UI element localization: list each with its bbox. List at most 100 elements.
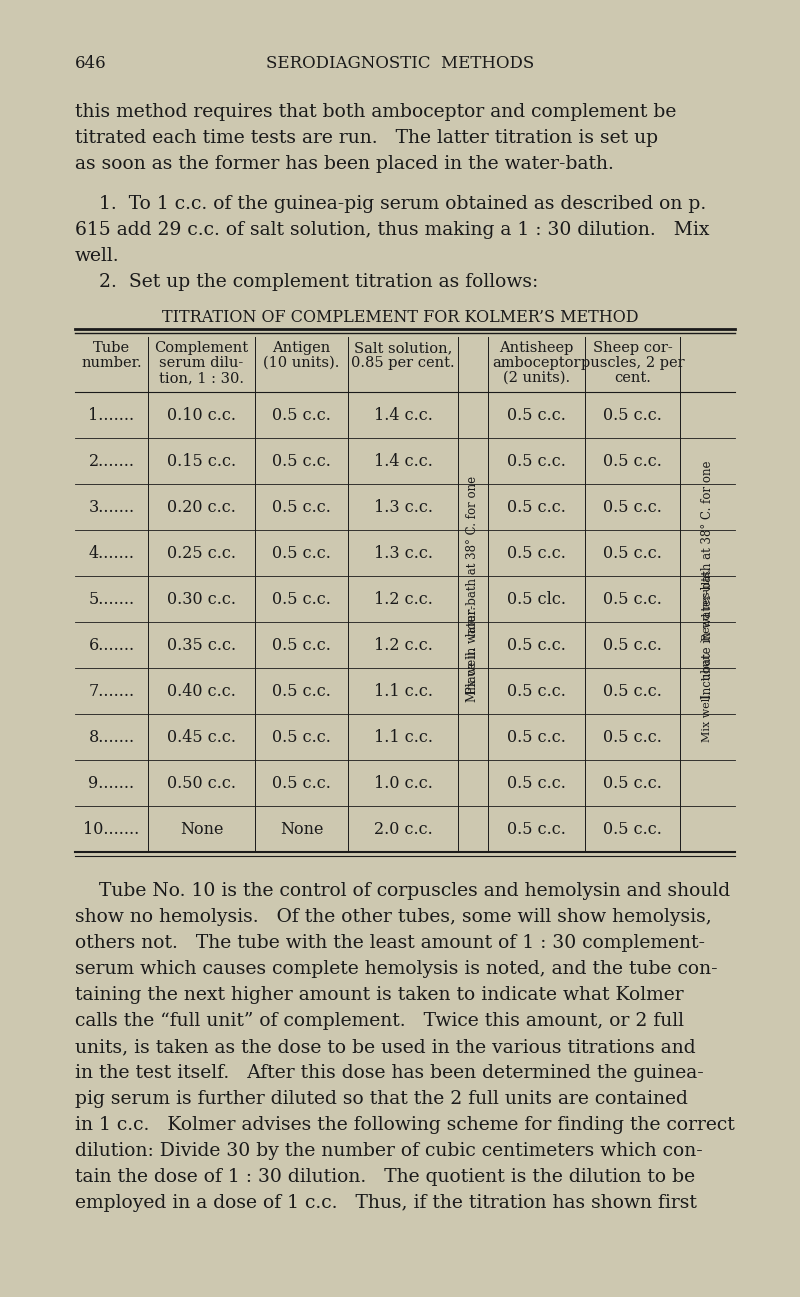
Text: puscles, 2 per: puscles, 2 per — [581, 355, 684, 370]
Text: Antigen: Antigen — [272, 341, 330, 355]
Text: 0.45 c.c.: 0.45 c.c. — [167, 729, 236, 746]
Text: 0.30 c.c.: 0.30 c.c. — [167, 590, 236, 607]
Text: in 1 c.c.   Kolmer advises the following scheme for finding the correct: in 1 c.c. Kolmer advises the following s… — [75, 1115, 734, 1134]
Text: Incubate in water-bath at 38° C. for one: Incubate in water-bath at 38° C. for one — [701, 460, 714, 699]
Text: serum dilu-: serum dilu- — [159, 355, 244, 370]
Text: 0.5 c.c.: 0.5 c.c. — [507, 453, 566, 470]
Text: 0.5 c.c.: 0.5 c.c. — [603, 682, 662, 699]
Text: 2.......: 2....... — [89, 453, 134, 470]
Text: 0.40 c.c.: 0.40 c.c. — [167, 682, 236, 699]
Text: 0.5 c.c.: 0.5 c.c. — [272, 545, 331, 562]
Text: TITRATION OF COMPLEMENT FOR KOLMER’S METHOD: TITRATION OF COMPLEMENT FOR KOLMER’S MET… — [162, 309, 638, 326]
Text: tain the dose of 1 : 30 dilution.   The quotient is the dilution to be: tain the dose of 1 : 30 dilution. The qu… — [75, 1169, 695, 1185]
Text: Sheep cor-: Sheep cor- — [593, 341, 672, 355]
Text: 0.5 c.c.: 0.5 c.c. — [507, 637, 566, 654]
Text: 0.5 c.c.: 0.5 c.c. — [603, 590, 662, 607]
Text: 1.1 c.c.: 1.1 c.c. — [374, 729, 433, 746]
Text: 0.5 c.c.: 0.5 c.c. — [507, 545, 566, 562]
Text: 0.5 c.c.: 0.5 c.c. — [272, 406, 331, 424]
Text: (2 units).: (2 units). — [503, 371, 570, 385]
Text: 0.5 c.c.: 0.5 c.c. — [272, 637, 331, 654]
Text: 1.4 c.c.: 1.4 c.c. — [374, 453, 433, 470]
Text: Mix well.   hour.: Mix well. hour. — [466, 607, 479, 703]
Text: 0.85 per cent.: 0.85 per cent. — [351, 355, 455, 370]
Text: number.: number. — [81, 355, 142, 370]
Text: amboceptor: amboceptor — [492, 355, 581, 370]
Text: 0.5 clc.: 0.5 clc. — [507, 590, 566, 607]
Text: 0.5 c.c.: 0.5 c.c. — [507, 729, 566, 746]
Text: others not.   The tube with the least amount of 1 : 30 complement-: others not. The tube with the least amou… — [75, 934, 705, 952]
Text: titrated each time tests are run.   The latter titration is set up: titrated each time tests are run. The la… — [75, 128, 658, 147]
Text: show no hemolysis.   Of the other tubes, some will show hemolysis,: show no hemolysis. Of the other tubes, s… — [75, 908, 712, 926]
Text: 0.5 c.c.: 0.5 c.c. — [603, 406, 662, 424]
Text: 0.5 c.c.: 0.5 c.c. — [603, 498, 662, 515]
Text: None: None — [180, 821, 223, 838]
Text: None: None — [280, 821, 323, 838]
Text: 0.5 c.c.: 0.5 c.c. — [507, 498, 566, 515]
Text: pig serum is further diluted so that the 2 full units are contained: pig serum is further diluted so that the… — [75, 1089, 688, 1108]
Text: units, is taken as the dose to be used in the various titrations and: units, is taken as the dose to be used i… — [75, 1038, 696, 1056]
Text: Antisheep: Antisheep — [499, 341, 574, 355]
Text: 0.50 c.c.: 0.50 c.c. — [167, 774, 236, 791]
Text: 0.35 c.c.: 0.35 c.c. — [167, 637, 236, 654]
Text: 0.5 c.c.: 0.5 c.c. — [603, 545, 662, 562]
Text: as soon as the former has been placed in the water-bath.: as soon as the former has been placed in… — [75, 156, 614, 173]
Text: cent.: cent. — [614, 371, 651, 385]
Text: 10.......: 10....... — [83, 821, 140, 838]
Text: 0.20 c.c.: 0.20 c.c. — [167, 498, 236, 515]
Text: 0.5 c.c.: 0.5 c.c. — [272, 682, 331, 699]
Text: 0.5 c.c.: 0.5 c.c. — [603, 637, 662, 654]
Text: Tube: Tube — [93, 341, 130, 355]
Text: 9.......: 9....... — [89, 774, 134, 791]
Text: serum which causes complete hemolysis is noted, and the tube con-: serum which causes complete hemolysis is… — [75, 960, 718, 978]
Text: 0.5 c.c.: 0.5 c.c. — [272, 774, 331, 791]
Text: 1.2 c.c.: 1.2 c.c. — [374, 590, 433, 607]
Text: 0.5 c.c.: 0.5 c.c. — [272, 453, 331, 470]
Text: 1.2 c.c.: 1.2 c.c. — [374, 637, 433, 654]
Text: 5.......: 5....... — [89, 590, 134, 607]
Text: 8.......: 8....... — [89, 729, 134, 746]
Text: 0.5 c.c.: 0.5 c.c. — [272, 590, 331, 607]
Text: 0.5 c.c.: 0.5 c.c. — [272, 729, 331, 746]
Text: 1.3 c.c.: 1.3 c.c. — [374, 545, 433, 562]
Text: 1.4 c.c.: 1.4 c.c. — [374, 406, 433, 424]
Text: Tube No. 10 is the control of corpuscles and hemolysin and should: Tube No. 10 is the control of corpuscles… — [75, 882, 730, 900]
Text: Mix well.   hour.   Read results.: Mix well. hour. Read results. — [702, 567, 713, 742]
Text: in the test itself.   After this dose has been determined the guinea-: in the test itself. After this dose has … — [75, 1064, 704, 1082]
Text: Salt solution,: Salt solution, — [354, 341, 452, 355]
Text: 2.  Set up the complement titration as follows:: 2. Set up the complement titration as fo… — [75, 272, 538, 291]
Text: 1.1 c.c.: 1.1 c.c. — [374, 682, 433, 699]
Text: 646: 646 — [75, 54, 106, 73]
Text: well.: well. — [75, 246, 120, 265]
Text: 0.5 c.c.: 0.5 c.c. — [603, 453, 662, 470]
Text: 1.......: 1....... — [89, 406, 134, 424]
Text: 0.5 c.c.: 0.5 c.c. — [507, 406, 566, 424]
Text: 0.5 c.c.: 0.5 c.c. — [272, 498, 331, 515]
Text: 0.10 c.c.: 0.10 c.c. — [167, 406, 236, 424]
Text: employed in a dose of 1 c.c.   Thus, if the titration has shown first: employed in a dose of 1 c.c. Thus, if th… — [75, 1195, 697, 1211]
Text: 2.0 c.c.: 2.0 c.c. — [374, 821, 432, 838]
Text: tion, 1 : 30.: tion, 1 : 30. — [159, 371, 244, 385]
Text: Complement: Complement — [154, 341, 249, 355]
Text: dilution: Divide 30 by the number of cubic centimeters which con-: dilution: Divide 30 by the number of cub… — [75, 1141, 702, 1160]
Text: 3.......: 3....... — [89, 498, 134, 515]
Text: 615 add 29 c.c. of salt solution, thus making a 1 : 30 dilution.   Mix: 615 add 29 c.c. of salt solution, thus m… — [75, 220, 710, 239]
Text: 1.  To 1 c.c. of the guinea-pig serum obtained as described on p.: 1. To 1 c.c. of the guinea-pig serum obt… — [75, 195, 706, 213]
Text: Place in water-bath at 38° C. for one: Place in water-bath at 38° C. for one — [466, 476, 479, 694]
Text: taining the next higher amount is taken to indicate what Kolmer: taining the next higher amount is taken … — [75, 986, 684, 1004]
Text: 0.5 c.c.: 0.5 c.c. — [507, 821, 566, 838]
Text: 0.5 c.c.: 0.5 c.c. — [603, 774, 662, 791]
Text: 0.5 c.c.: 0.5 c.c. — [603, 821, 662, 838]
Text: 1.0 c.c.: 1.0 c.c. — [374, 774, 433, 791]
Text: 4.......: 4....... — [89, 545, 134, 562]
Text: 0.5 c.c.: 0.5 c.c. — [507, 682, 566, 699]
Text: (10 units).: (10 units). — [263, 355, 340, 370]
Text: 7.......: 7....... — [89, 682, 134, 699]
Text: 6.......: 6....... — [89, 637, 134, 654]
Text: SERODIAGNOSTIC  METHODS: SERODIAGNOSTIC METHODS — [266, 54, 534, 73]
Text: 1.3 c.c.: 1.3 c.c. — [374, 498, 433, 515]
Text: 0.5 c.c.: 0.5 c.c. — [603, 729, 662, 746]
Text: this method requires that both amboceptor and complement be: this method requires that both ambocepto… — [75, 102, 676, 121]
Text: 0.15 c.c.: 0.15 c.c. — [167, 453, 236, 470]
Text: calls the “full unit” of complement.   Twice this amount, or 2 full: calls the “full unit” of complement. Twi… — [75, 1012, 684, 1030]
